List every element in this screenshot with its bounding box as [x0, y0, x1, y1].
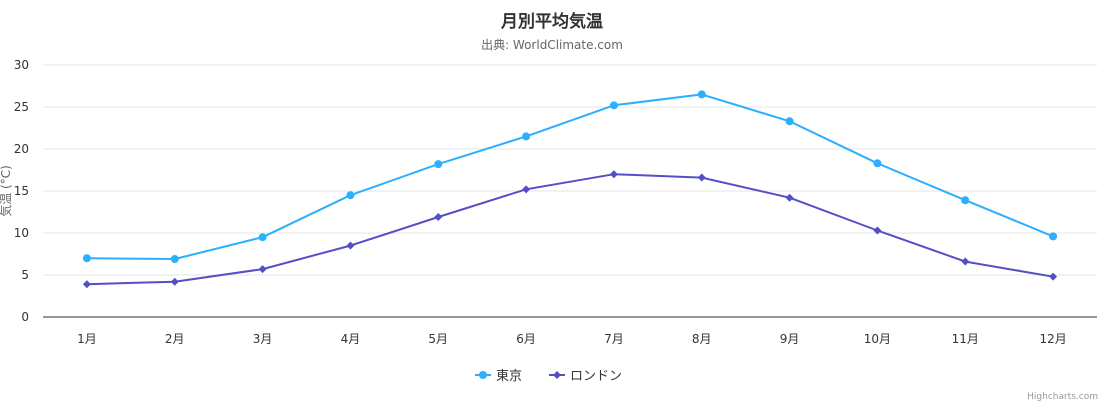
y-tick-label: 10 [14, 226, 29, 240]
x-tick-label: 8月 [692, 332, 712, 346]
x-tick-label: 4月 [341, 332, 361, 346]
data-point[interactable] [82, 254, 91, 263]
legend: 東京 ロンドン [475, 368, 622, 384]
y-tick-label: 30 [14, 58, 29, 72]
x-tick-label: 2月 [165, 332, 185, 346]
y-tick-label: 15 [14, 184, 29, 198]
data-point[interactable] [258, 233, 267, 242]
data-point[interactable] [170, 255, 179, 264]
series-line [85, 93, 1055, 260]
data-point[interactable] [346, 241, 355, 250]
data-point[interactable] [961, 257, 970, 266]
data-point[interactable] [873, 226, 882, 235]
y-tick-label: 5 [21, 268, 29, 282]
legend-marker[interactable] [479, 371, 487, 379]
grid-lines [43, 64, 1097, 276]
x-tick-label: 3月 [253, 332, 273, 346]
data-point[interactable] [785, 117, 794, 126]
x-tick-label: 11月 [952, 332, 979, 346]
series-line [85, 173, 1055, 286]
data-point[interactable] [785, 193, 794, 202]
x-tick-label: 7月 [604, 332, 624, 346]
legend-marker[interactable] [553, 371, 561, 379]
x-tick-label: 1月 [77, 332, 97, 346]
legend-item-2[interactable]: ロンドン [549, 369, 622, 384]
y-axis-ticks: 0 5 10 15 20 25 30 [14, 58, 29, 324]
data-point[interactable] [609, 170, 618, 179]
data-point[interactable] [522, 132, 531, 141]
chart-subtitle: 出典: WorldClimate.com [481, 38, 623, 52]
x-tick-label: 10月 [864, 332, 891, 346]
data-point[interactable] [1049, 232, 1058, 241]
y-axis-title: 気温 (°C) [0, 165, 13, 217]
legend-label: 東京 [496, 368, 522, 384]
series-1 [82, 90, 1058, 264]
data-point[interactable] [697, 90, 706, 99]
x-tick-label: 9月 [780, 332, 800, 346]
data-point[interactable] [1049, 272, 1058, 281]
data-point[interactable] [82, 280, 91, 289]
y-tick-label: 0 [21, 310, 29, 324]
data-point[interactable] [346, 191, 355, 200]
data-point[interactable] [873, 159, 882, 168]
y-tick-label: 25 [14, 100, 29, 114]
x-axis-ticks: 1月 2月 3月 4月 5月 6月 7月 8月 9月 10月 11月 12月 [77, 332, 1067, 346]
data-point[interactable] [434, 213, 443, 222]
series-layer [82, 90, 1058, 289]
data-point[interactable] [258, 265, 267, 274]
x-tick-label: 6月 [516, 332, 536, 346]
data-point[interactable] [170, 277, 179, 286]
chart-title: 月別平均気温 [500, 11, 603, 32]
y-tick-label: 20 [14, 142, 29, 156]
series-2 [82, 170, 1058, 289]
data-point[interactable] [961, 196, 970, 205]
data-point[interactable] [609, 101, 618, 110]
data-point[interactable] [434, 160, 443, 169]
credits[interactable]: Highcharts.com [1027, 392, 1098, 402]
data-point[interactable] [697, 173, 706, 182]
x-tick-label: 12月 [1039, 332, 1066, 346]
x-tick-label: 5月 [428, 332, 448, 346]
data-point[interactable] [522, 185, 531, 194]
legend-label: ロンドン [570, 369, 622, 384]
legend-item-1[interactable]: 東京 [475, 368, 522, 384]
